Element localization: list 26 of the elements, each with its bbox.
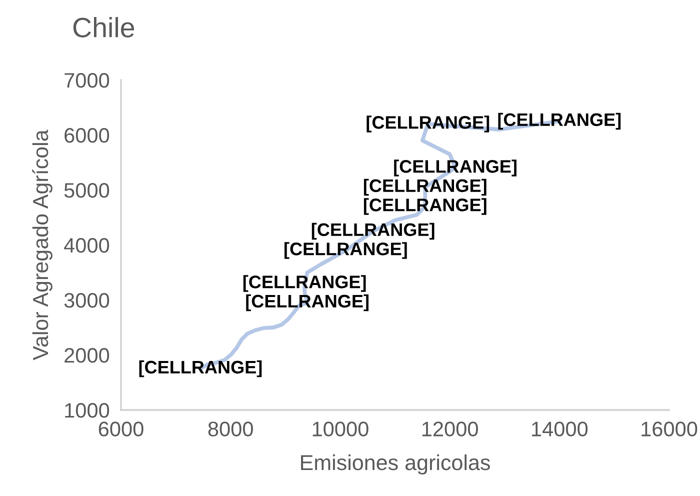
data-label: [CELLRANGE]: [246, 294, 368, 312]
data-label: [CELLRANGE]: [498, 112, 621, 130]
y-tick-label: 3000: [64, 293, 110, 308]
x-tick-label: 6000: [98, 422, 144, 436]
x-tick-label: 10000: [312, 422, 368, 436]
data-label: [CELLRANGE]: [243, 275, 366, 292]
data-label: [CELLRANGE]: [394, 160, 516, 176]
x-tick-label: 12000: [422, 422, 478, 436]
y-tick-label: 4000: [64, 238, 110, 253]
y-tick-label: 5000: [64, 183, 110, 198]
data-label: [CELLRANGE]: [364, 178, 486, 196]
data-label: [CELLRANGE]: [312, 222, 434, 240]
x-tick-label: 14000: [532, 422, 588, 436]
data-label: [CELLRANGE]: [364, 198, 486, 215]
y-tick-label: 1000: [65, 403, 110, 418]
x-axis-title: Emisiones agricolas: [301, 454, 490, 474]
y-axis-title: Valor Agregado Agrícola: [32, 130, 52, 360]
y-tick-label: 7000: [64, 73, 110, 88]
data-label: [CELLRANGE]: [366, 116, 490, 132]
chart-title: Chile: [73, 17, 134, 38]
y-tick-label: 2000: [64, 348, 110, 363]
x-tick-label: 8000: [208, 422, 253, 436]
data-label: [CELLRANGE]: [284, 242, 407, 259]
y-tick-label: 6000: [64, 128, 110, 143]
x-tick-label: 16000: [642, 422, 698, 436]
data-label: [CELLRANGE]: [139, 360, 262, 378]
